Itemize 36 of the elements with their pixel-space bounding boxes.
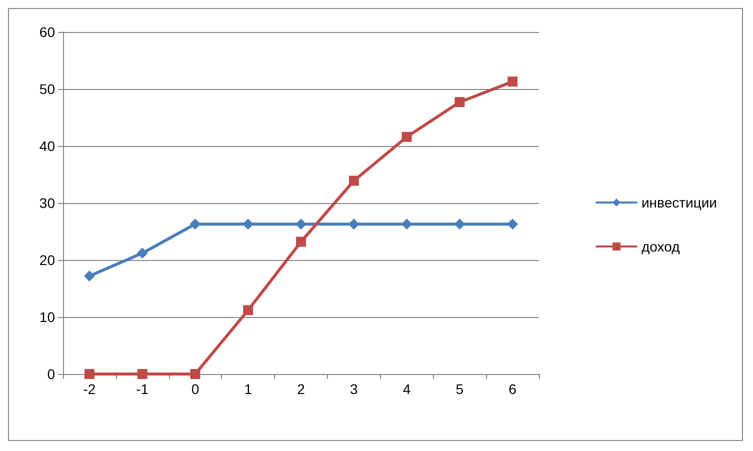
- y-tick-label: 10: [39, 309, 56, 325]
- legend-label: инвестиции: [641, 194, 718, 210]
- x-tick-label: 4: [402, 381, 411, 397]
- point: [84, 369, 94, 379]
- y-tick-label: 20: [39, 252, 56, 268]
- x-tick-label: 2: [297, 381, 306, 397]
- point: [137, 369, 148, 379]
- point: [296, 218, 306, 230]
- point: [190, 218, 201, 230]
- point: [136, 248, 148, 259]
- y-tick-label: 30: [39, 195, 56, 211]
- point: [296, 236, 306, 247]
- point: [348, 176, 359, 186]
- y-tick-label: 40: [39, 138, 56, 154]
- x-tick-label: 6: [508, 381, 517, 397]
- x-tick-label: 5: [456, 381, 464, 397]
- y-tick-label: 60: [39, 24, 56, 40]
- y-tick-label: 0: [47, 366, 56, 382]
- point: [454, 218, 466, 230]
- point: [243, 305, 254, 316]
- point: [454, 97, 465, 108]
- point: [402, 132, 412, 142]
- point: [507, 218, 518, 230]
- x-tick-label: -1: [136, 381, 149, 397]
- point: [242, 218, 254, 230]
- x-tick-label: 3: [350, 381, 358, 397]
- y-tick-label: 50: [39, 81, 56, 97]
- x-tick-label: 0: [191, 381, 200, 397]
- x-tick-label: -2: [83, 381, 96, 397]
- point: [84, 270, 95, 282]
- point: [508, 76, 518, 87]
- point: [190, 369, 200, 379]
- point: [401, 218, 412, 230]
- point: [348, 218, 360, 230]
- legend-label: доход: [641, 238, 680, 254]
- x-tick-label: 1: [244, 381, 252, 397]
